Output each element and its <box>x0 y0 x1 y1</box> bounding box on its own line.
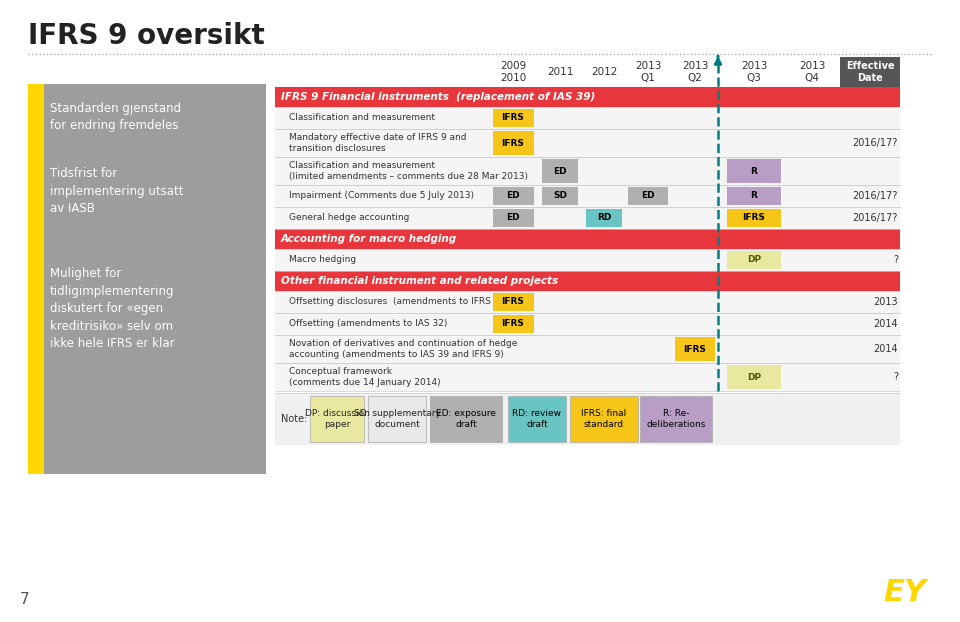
Text: ED: ED <box>506 192 519 200</box>
Text: Offsetting (amendments to IAS 32): Offsetting (amendments to IAS 32) <box>289 320 447 328</box>
Bar <box>727 187 781 205</box>
Text: ED: exposure
draft: ED: exposure draft <box>436 409 496 429</box>
Text: Tidsfrist for
implementering utsatt
av IASB: Tidsfrist for implementering utsatt av I… <box>50 167 183 215</box>
Text: IFRS: final
standard: IFRS: final standard <box>582 409 627 429</box>
Text: 2014: 2014 <box>874 344 898 354</box>
Text: R: R <box>751 167 757 175</box>
Bar <box>275 87 900 107</box>
Bar <box>492 315 534 333</box>
Bar <box>310 396 364 442</box>
Text: Classification and measurement: Classification and measurement <box>289 113 435 123</box>
Bar <box>275 271 900 291</box>
Text: IFRS: IFRS <box>501 297 524 307</box>
Bar <box>275 157 900 185</box>
Bar <box>727 251 781 269</box>
Bar <box>840 57 900 87</box>
Text: 2016/17?: 2016/17? <box>852 138 898 148</box>
Text: IFRS 9 oversikt: IFRS 9 oversikt <box>28 22 265 50</box>
Bar <box>570 396 638 442</box>
Text: 2013
Q3: 2013 Q3 <box>741 61 767 83</box>
Text: 2013
Q2: 2013 Q2 <box>682 61 708 83</box>
Bar <box>275 229 900 249</box>
Text: SD: SD <box>553 192 567 200</box>
Text: EY: EY <box>883 578 926 607</box>
Bar <box>727 365 781 389</box>
Text: Effective
Date: Effective Date <box>846 61 895 83</box>
Text: 2009
2010: 2009 2010 <box>500 61 526 83</box>
Text: Impairment (Comments due 5 July 2013): Impairment (Comments due 5 July 2013) <box>289 192 474 200</box>
Bar <box>368 396 426 442</box>
Text: 2013
Q1: 2013 Q1 <box>635 61 661 83</box>
Text: DP: DP <box>747 373 761 381</box>
Text: Conceptual framework
(comments due 14 January 2014): Conceptual framework (comments due 14 Ja… <box>289 367 441 387</box>
Text: Accounting for macro hedging: Accounting for macro hedging <box>281 234 457 244</box>
Text: Macro hedging: Macro hedging <box>289 256 356 264</box>
Text: 2016/17?: 2016/17? <box>852 213 898 223</box>
Bar <box>640 396 712 442</box>
Text: IFRS: IFRS <box>501 139 524 147</box>
Text: ?: ? <box>893 255 898 265</box>
Bar <box>675 337 715 361</box>
Text: Note:: Note: <box>281 414 307 424</box>
Text: Novation of derivatives and continuation of hedge
accounting (amendments to IAS : Novation of derivatives and continuation… <box>289 339 517 359</box>
Text: SD: supplementary
document: SD: supplementary document <box>353 409 441 429</box>
Bar <box>28 84 44 474</box>
Text: ED: ED <box>553 167 566 175</box>
Bar <box>275 363 900 391</box>
Text: 2012: 2012 <box>590 67 617 77</box>
Bar <box>275 291 900 313</box>
Bar <box>275 185 900 207</box>
Text: 7: 7 <box>20 592 30 607</box>
Text: 2016/17?: 2016/17? <box>852 191 898 201</box>
Bar <box>275 249 900 271</box>
Bar <box>275 129 900 157</box>
Text: ?: ? <box>893 372 898 382</box>
Text: 2011: 2011 <box>547 67 573 77</box>
Text: IFRS 9 Financial instruments  (replacement of IAS 39): IFRS 9 Financial instruments (replacemen… <box>281 92 595 102</box>
Text: 2014: 2014 <box>874 319 898 329</box>
Bar <box>492 109 534 127</box>
Bar <box>275 107 900 129</box>
Text: ED: ED <box>641 192 655 200</box>
Text: Mulighet for
tidligimplementering
diskutert for «egen
kreditrisiko» selv om
ikke: Mulighet for tidligimplementering diskut… <box>50 267 175 350</box>
Bar <box>542 159 578 183</box>
Bar <box>492 209 534 227</box>
Text: IFRS: IFRS <box>684 345 707 353</box>
Text: Standarden gjenstand
for endring fremdeles: Standarden gjenstand for endring fremdel… <box>50 102 181 132</box>
Text: IFRS: IFRS <box>501 320 524 328</box>
Text: Mandatory effective date of IFRS 9 and
transition disclosures: Mandatory effective date of IFRS 9 and t… <box>289 133 467 153</box>
Text: R: R <box>751 192 757 200</box>
Text: 2013
Q4: 2013 Q4 <box>799 61 826 83</box>
Text: DP: discussion
paper: DP: discussion paper <box>304 409 370 429</box>
Text: Offsetting disclosures  (amendments to IFRS 7): Offsetting disclosures (amendments to IF… <box>289 297 503 307</box>
Text: R: Re-
deliberations: R: Re- deliberations <box>646 409 706 429</box>
Bar <box>727 209 781 227</box>
Bar <box>275 207 900 229</box>
Text: 2013: 2013 <box>874 297 898 307</box>
Bar <box>586 209 622 227</box>
Bar <box>628 187 668 205</box>
Text: RD: review
draft: RD: review draft <box>513 409 562 429</box>
Bar <box>727 159 781 183</box>
Bar <box>508 396 566 442</box>
Text: Other financial instrument and related projects: Other financial instrument and related p… <box>281 276 558 286</box>
Bar <box>430 396 502 442</box>
Bar <box>492 293 534 311</box>
Bar <box>492 131 534 155</box>
Text: IFRS: IFRS <box>743 213 765 223</box>
Bar <box>275 335 900 363</box>
Bar <box>275 313 900 335</box>
Text: General hedge accounting: General hedge accounting <box>289 213 409 223</box>
Bar <box>542 187 578 205</box>
Text: DP: DP <box>747 256 761 264</box>
Text: ED: ED <box>506 213 519 223</box>
Bar <box>44 84 266 474</box>
Text: IFRS: IFRS <box>501 113 524 123</box>
Bar <box>492 187 534 205</box>
Text: RD: RD <box>597 213 612 223</box>
Text: Classification and measurement
(limited amendments – comments due 28 Mar 2013): Classification and measurement (limited … <box>289 161 528 181</box>
Bar <box>275 393 900 445</box>
